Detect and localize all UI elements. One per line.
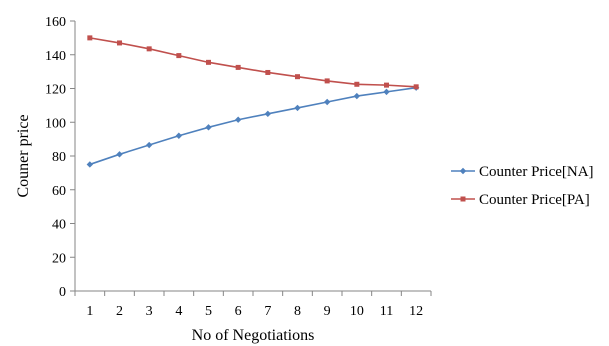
- data-point: [146, 46, 152, 52]
- x-tick-label: 6: [235, 304, 242, 319]
- data-point: [205, 124, 212, 131]
- data-point: [323, 98, 331, 106]
- data-point: [206, 59, 211, 65]
- data-point: [413, 84, 419, 90]
- legend-marker: [459, 167, 467, 175]
- legend-label: Counter Price[PA]: [479, 192, 590, 208]
- x-axis-label: No of Negotiations: [192, 327, 315, 344]
- x-tick-label: 9: [324, 304, 331, 319]
- series-na: [86, 84, 420, 168]
- data-point: [234, 116, 242, 123]
- y-ticks: 0 20 40 60 80 100 120 140 160: [45, 15, 75, 300]
- x-tick-label: 7: [264, 304, 271, 319]
- series-group: [86, 35, 420, 168]
- x-tick-label: 12: [409, 304, 423, 319]
- data-point: [117, 40, 122, 46]
- data-point: [264, 110, 272, 118]
- data-point: [235, 64, 241, 70]
- series-line: [89, 86, 417, 166]
- x-tick-label: 4: [175, 304, 182, 319]
- legend-marker: [460, 196, 466, 202]
- data-point: [354, 81, 360, 87]
- y-tick-label: 100: [45, 116, 66, 131]
- data-point: [324, 78, 330, 84]
- series-pa: [87, 35, 419, 90]
- data-point: [294, 104, 301, 112]
- data-point: [384, 82, 389, 88]
- x-tick-label: 8: [294, 304, 301, 319]
- data-point: [295, 74, 300, 80]
- legend: Counter Price[NA] Counter Price[PA]: [451, 164, 594, 208]
- data-point: [175, 132, 183, 139]
- y-tick-label: 20: [52, 251, 66, 266]
- y-tick-label: 0: [59, 285, 66, 300]
- y-tick-label: 80: [52, 150, 66, 165]
- legend-item: Counter Price[NA]: [451, 164, 594, 180]
- x-tick-label: 5: [205, 304, 212, 319]
- x-tick-label: 11: [380, 304, 393, 319]
- x-ticks: 1 2 3 4 5 6 7 8 9 10 11 12: [74, 291, 432, 319]
- data-point: [145, 141, 153, 149]
- y-tick-label: 60: [52, 184, 66, 199]
- data-point: [353, 92, 361, 100]
- data-point: [265, 69, 271, 75]
- x-tick-label: 1: [86, 304, 93, 319]
- y-tick-label: 160: [45, 15, 66, 30]
- y-tick-label: 40: [52, 218, 66, 233]
- data-point: [86, 161, 94, 168]
- data-point: [87, 35, 93, 41]
- y-tick-label: 140: [45, 49, 66, 64]
- legend-item: Counter Price[PA]: [451, 192, 590, 208]
- data-point: [116, 151, 123, 158]
- series-line: [89, 37, 417, 88]
- x-tick-label: 2: [116, 304, 123, 319]
- y-axis-label: Couner price: [15, 114, 32, 197]
- x-tick-label: 10: [350, 304, 364, 319]
- y-tick-label: 120: [45, 83, 66, 98]
- legend-label: Counter Price[NA]: [479, 164, 594, 180]
- data-point: [176, 53, 182, 59]
- data-point: [383, 88, 390, 96]
- x-tick-label: 3: [146, 304, 153, 319]
